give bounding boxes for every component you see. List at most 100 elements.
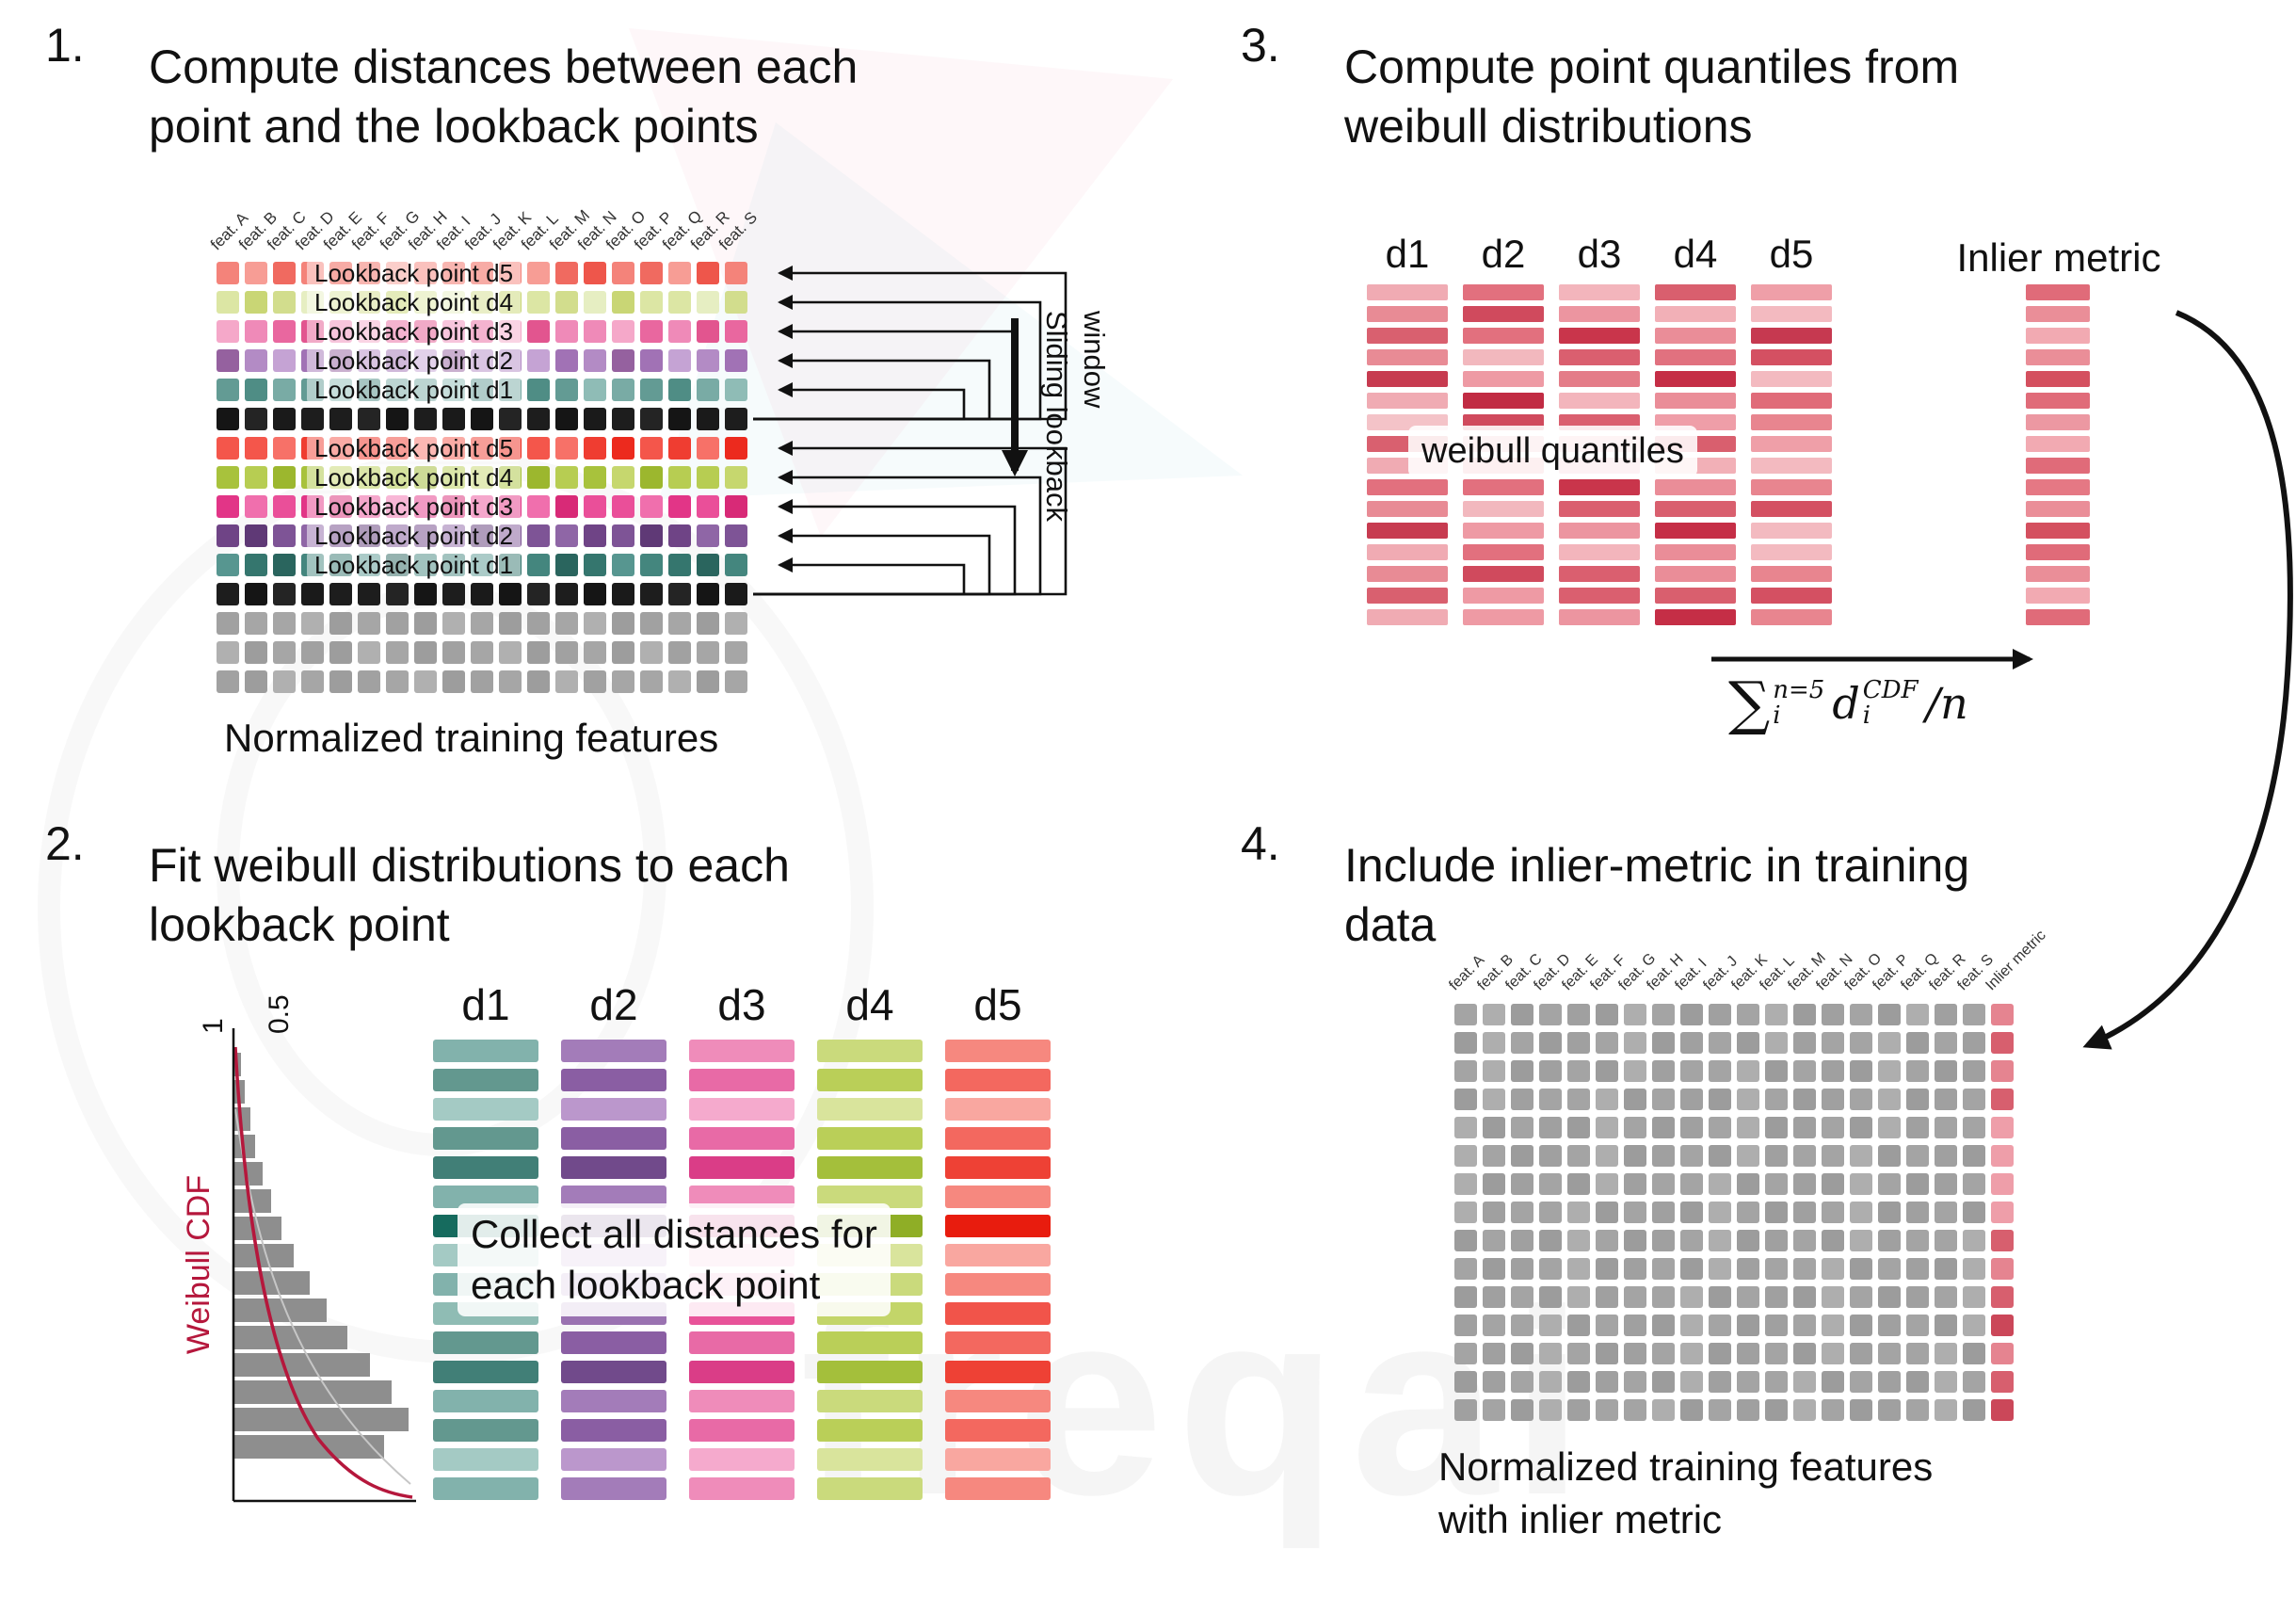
feature-row xyxy=(217,583,747,605)
feature-cell xyxy=(1539,1173,1562,1195)
feature-cell xyxy=(1709,1060,1731,1082)
lookback-row: Lookback point d1 xyxy=(217,377,747,403)
feature-cell xyxy=(1624,1032,1646,1054)
feature-cell xyxy=(1822,1004,1844,1025)
feature-cell xyxy=(1963,1371,1985,1393)
inlier-cell xyxy=(1991,1230,2014,1251)
feature-cell xyxy=(1567,1230,1590,1251)
feature-row xyxy=(1454,1117,2014,1138)
feature-cell xyxy=(499,583,522,605)
feature-cell xyxy=(584,554,606,576)
feature-cell xyxy=(555,349,578,372)
feature-cell xyxy=(1878,1145,1901,1167)
feature-cell xyxy=(725,583,747,605)
distance-bar xyxy=(945,1127,1051,1150)
feature-cell xyxy=(1850,1032,1872,1054)
distance-bar xyxy=(817,1419,923,1442)
feature-cell xyxy=(612,670,634,693)
distance-column-header: d2 xyxy=(589,980,638,1029)
feature-cell xyxy=(1483,1145,1505,1167)
feature-cell xyxy=(1963,1202,1985,1223)
formula-term-scripts: CDF i xyxy=(1863,678,1919,729)
lookback-row: Lookback point d2 xyxy=(217,523,747,549)
distance-bar xyxy=(689,1477,795,1500)
feature-cell xyxy=(1906,1202,1929,1223)
feature-cell xyxy=(1596,1371,1618,1393)
feature-cell xyxy=(1906,1089,1929,1110)
feature-cell xyxy=(1454,1032,1477,1054)
feature-cell xyxy=(1737,1258,1759,1280)
feature-cell xyxy=(584,466,606,489)
feature-row xyxy=(217,612,747,635)
feature-cell xyxy=(217,554,239,576)
feature-cell xyxy=(1765,1173,1788,1195)
feature-cell xyxy=(329,670,352,693)
feature-cell xyxy=(1483,1286,1505,1308)
feature-cell xyxy=(1511,1230,1533,1251)
quantile-bar xyxy=(1559,588,1640,604)
feature-cell xyxy=(1483,1343,1505,1364)
distance-bar xyxy=(561,1448,666,1471)
feature-cell xyxy=(1793,1117,1816,1138)
feature-cell xyxy=(1652,1089,1675,1110)
distance-bar xyxy=(817,1069,923,1091)
feature-cell xyxy=(668,641,691,664)
feature-cell xyxy=(386,408,409,430)
feature-row xyxy=(1454,1145,2014,1167)
feature-cell xyxy=(584,262,606,284)
feature-cell xyxy=(697,291,719,314)
feature-cell xyxy=(1878,1089,1901,1110)
quantile-bar xyxy=(1751,349,1832,365)
feature-cell xyxy=(1850,1399,1872,1421)
feature-cell xyxy=(1878,1117,1901,1138)
feature-cell xyxy=(217,670,239,693)
feature-cell xyxy=(1624,1230,1646,1251)
feature-cell xyxy=(555,670,578,693)
feature-cell xyxy=(584,495,606,518)
feature-cell xyxy=(1822,1173,1844,1195)
feature-cell xyxy=(555,320,578,343)
feature-cell xyxy=(1935,1258,1957,1280)
feature-cell xyxy=(1878,1004,1901,1025)
feature-cell xyxy=(217,612,239,635)
distance-bar xyxy=(689,1098,795,1121)
feature-cell xyxy=(245,379,267,401)
feature-cell xyxy=(640,641,663,664)
feature-cell xyxy=(527,583,550,605)
quantile-bar xyxy=(1751,436,1832,452)
inlier-metric-bar xyxy=(2026,414,2090,430)
feature-cell xyxy=(1850,1117,1872,1138)
distance-bar xyxy=(561,1156,666,1179)
inlier-cell xyxy=(1991,1145,2014,1167)
feature-cell xyxy=(1935,1004,1957,1025)
feature-cell xyxy=(1596,1089,1618,1110)
feature-cell xyxy=(1878,1060,1901,1082)
distance-bar xyxy=(433,1156,538,1179)
feature-cell xyxy=(1680,1202,1703,1223)
feature-cell xyxy=(329,612,352,635)
distance-bar xyxy=(433,1390,538,1412)
feature-cell xyxy=(471,612,493,635)
feature-cell xyxy=(527,554,550,576)
feature-cell xyxy=(1935,1399,1957,1421)
feature-cell xyxy=(1850,1004,1872,1025)
weibull-quantiles-note: weibull quantiles xyxy=(1408,426,1697,477)
feature-cell xyxy=(1652,1258,1675,1280)
feature-cell xyxy=(273,379,296,401)
feature-cell xyxy=(1567,1145,1590,1167)
quantile-column: d3 xyxy=(1559,232,1640,631)
feature-cell xyxy=(1652,1399,1675,1421)
feature-cell xyxy=(697,583,719,605)
distance-bar xyxy=(817,1331,923,1354)
distance-bar xyxy=(433,1040,538,1062)
quantile-bar xyxy=(1751,501,1832,517)
feature-cell xyxy=(1596,1343,1618,1364)
lookback-row: Lookback point d3 xyxy=(217,493,747,520)
feature-cell xyxy=(245,320,267,343)
distance-bar xyxy=(945,1419,1051,1442)
lookback-row: Lookback point d3 xyxy=(217,318,747,345)
distance-bar xyxy=(433,1419,538,1442)
feature-cell xyxy=(527,379,550,401)
feature-cell xyxy=(1624,1371,1646,1393)
feature-cell xyxy=(1822,1202,1844,1223)
